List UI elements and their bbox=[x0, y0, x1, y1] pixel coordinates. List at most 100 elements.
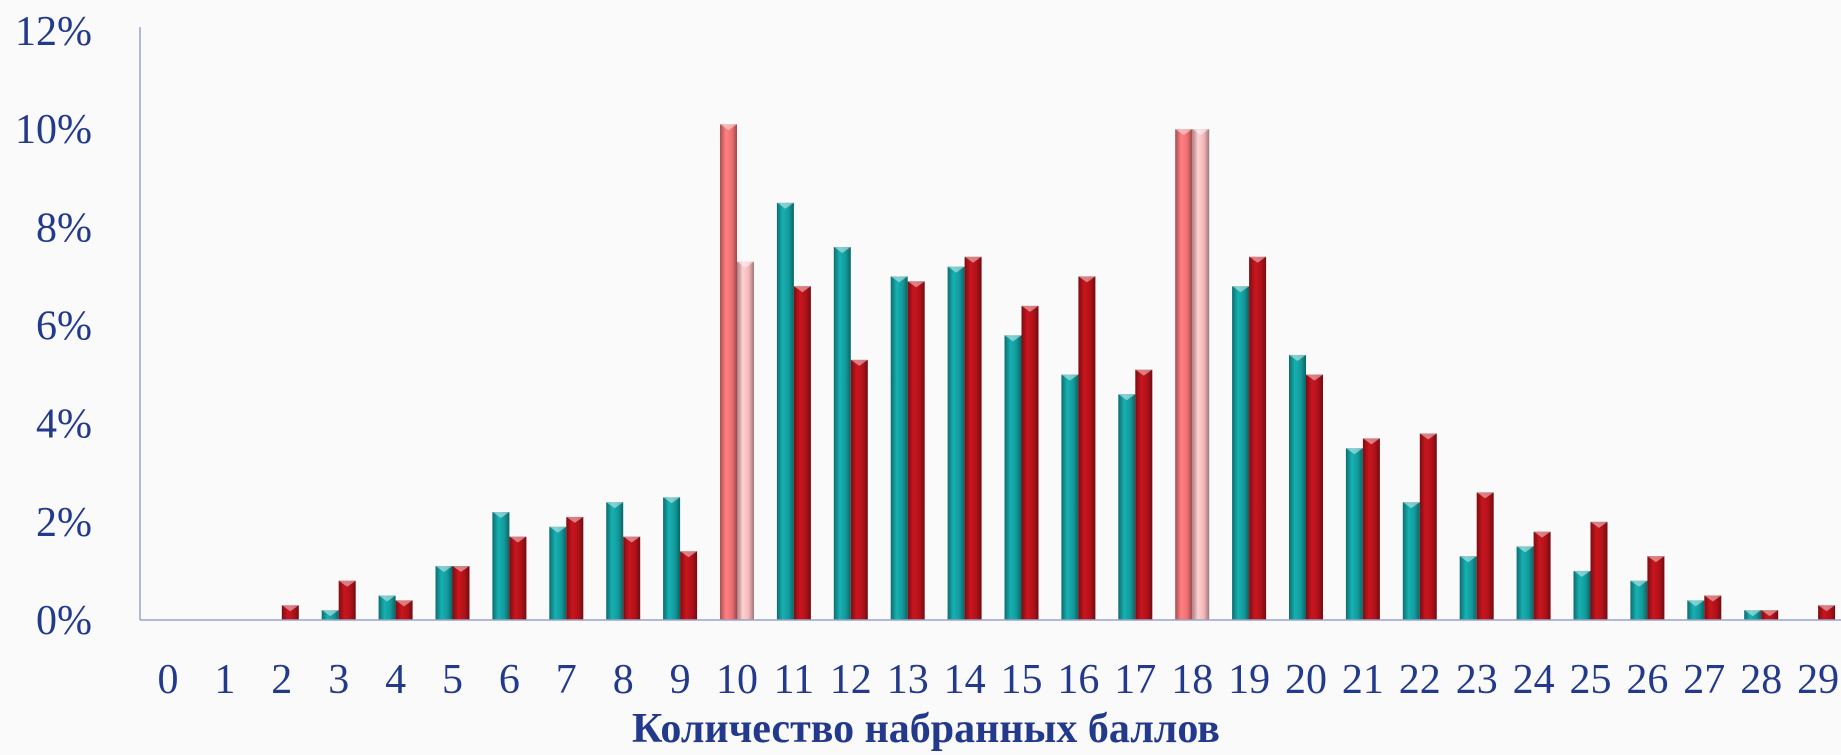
x-tick-label: 5 bbox=[442, 657, 463, 703]
bar-cap-series-1-14 bbox=[947, 266, 965, 273]
bar-series-2-3 bbox=[338, 580, 356, 620]
bar-cap-series-2-6 bbox=[509, 536, 527, 543]
bar-series-1-8 bbox=[606, 502, 624, 620]
bar-series-2-5 bbox=[452, 566, 470, 620]
bar-series-1-4 bbox=[378, 595, 396, 620]
x-tick-label: 6 bbox=[499, 657, 520, 703]
bar-series-2-15 bbox=[1021, 305, 1039, 620]
bar-cap-series-1-16 bbox=[1061, 374, 1079, 381]
y-tick-label: 4% bbox=[36, 402, 92, 448]
bar-series-2-14 bbox=[964, 256, 982, 620]
bar-series-1-10 bbox=[720, 124, 737, 620]
x-tick-label: 21 bbox=[1342, 657, 1384, 703]
bar-cap-series-2-3 bbox=[338, 580, 356, 587]
bar-cap-series-1-3 bbox=[321, 610, 339, 617]
y-tick-label: 6% bbox=[36, 304, 92, 350]
bar-cap-series-2-14 bbox=[964, 256, 982, 263]
bar-cap-series-1-17 bbox=[1118, 394, 1136, 401]
bar-cap-series-2-10 bbox=[737, 261, 754, 268]
x-tick-label: 15 bbox=[1001, 657, 1043, 703]
x-tick-label: 20 bbox=[1285, 657, 1327, 703]
x-tick-label: 23 bbox=[1456, 657, 1498, 703]
bar-series-2-18 bbox=[1192, 129, 1210, 620]
bar-series-2-19 bbox=[1249, 256, 1267, 620]
bar-cap-series-2-22 bbox=[1419, 433, 1437, 440]
bar-series-1-15 bbox=[1004, 335, 1022, 620]
bar-cap-series-2-5 bbox=[452, 566, 470, 573]
x-tick-label: 4 bbox=[385, 657, 406, 703]
bar-series-2-25 bbox=[1590, 521, 1608, 620]
bar-series-1-11 bbox=[776, 202, 794, 620]
x-tick-label: 14 bbox=[944, 657, 986, 703]
bar-cap-series-1-25 bbox=[1573, 570, 1591, 577]
bar-series-2-8 bbox=[623, 536, 641, 620]
x-tick-label: 27 bbox=[1683, 657, 1725, 703]
y-tick-label: 0% bbox=[36, 598, 92, 644]
bar-series-1-21 bbox=[1345, 448, 1363, 620]
bar-series-2-10 bbox=[737, 261, 754, 620]
bar-series-1-16 bbox=[1061, 374, 1079, 620]
bar-series-2-20 bbox=[1306, 374, 1323, 620]
bar-cap-series-2-18 bbox=[1192, 129, 1210, 136]
bar-series-2-21 bbox=[1362, 438, 1380, 620]
bar-series-1-26 bbox=[1630, 580, 1648, 620]
bar-cap-series-1-22 bbox=[1402, 502, 1420, 509]
bar-series-1-20 bbox=[1289, 354, 1306, 620]
bar-series-1-24 bbox=[1516, 546, 1534, 620]
bar-series-2-29 bbox=[1818, 605, 1836, 620]
y-tick-label: 2% bbox=[36, 500, 92, 546]
bar-series-1-12 bbox=[833, 246, 851, 620]
x-tick-label: 3 bbox=[328, 657, 349, 703]
bar-series-1-5 bbox=[435, 566, 453, 620]
bar-cap-series-2-15 bbox=[1021, 305, 1039, 312]
bar-series-2-6 bbox=[509, 536, 527, 620]
bar-cap-series-2-27 bbox=[1704, 595, 1722, 602]
axes-layer bbox=[139, 27, 1841, 621]
y-tick-label: 10% bbox=[15, 107, 92, 153]
bar-cap-series-2-24 bbox=[1533, 531, 1551, 538]
bar-cap-series-1-4 bbox=[378, 595, 396, 602]
bar-series-1-7 bbox=[549, 526, 567, 620]
bar-cap-series-1-10 bbox=[720, 124, 737, 131]
bars-layer bbox=[281, 124, 1836, 620]
x-tick-label: 13 bbox=[887, 657, 929, 703]
bar-cap-series-2-29 bbox=[1818, 605, 1836, 612]
bar-cap-series-1-23 bbox=[1459, 556, 1477, 563]
x-tick-label: 24 bbox=[1513, 657, 1555, 703]
y-tick-label: 8% bbox=[36, 205, 92, 251]
bar-series-1-6 bbox=[492, 512, 510, 620]
bar-series-1-19 bbox=[1232, 286, 1250, 620]
bar-cap-series-2-25 bbox=[1590, 521, 1608, 528]
bar-cap-series-1-7 bbox=[549, 526, 567, 533]
bar-cap-series-2-23 bbox=[1476, 492, 1494, 499]
bar-cap-series-2-19 bbox=[1249, 256, 1267, 263]
bar-series-2-13 bbox=[907, 281, 925, 620]
x-tick-label: 22 bbox=[1399, 657, 1441, 703]
bar-series-1-22 bbox=[1402, 502, 1420, 620]
bar-cap-series-2-13 bbox=[907, 281, 925, 288]
x-tick-label: 11 bbox=[774, 657, 814, 703]
bar-series-2-27 bbox=[1704, 595, 1722, 620]
bar-series-1-3 bbox=[321, 610, 339, 620]
bar-cap-series-1-12 bbox=[833, 246, 851, 253]
bar-series-1-25 bbox=[1573, 570, 1591, 620]
x-tick-label: 10 bbox=[716, 657, 758, 703]
bar-cap-series-2-9 bbox=[680, 551, 698, 558]
bar-series-2-17 bbox=[1135, 369, 1153, 620]
bar-series-1-9 bbox=[663, 497, 681, 620]
bar-series-2-16 bbox=[1078, 276, 1096, 620]
bar-cap-series-2-26 bbox=[1647, 556, 1665, 563]
x-tick-label: 0 bbox=[158, 657, 179, 703]
bar-series-2-26 bbox=[1647, 556, 1665, 620]
labels-layer: 0%2%4%6%8%10%12%0 1 2 3 4 5 6 7 8 9 10 11 12 13 14 15 16… bbox=[15, 9, 1839, 703]
x-tick-label: 2 bbox=[271, 657, 292, 703]
x-tick-label: 1 bbox=[214, 657, 235, 703]
bar-cap-series-2-28 bbox=[1761, 610, 1779, 617]
bar-cap-series-1-9 bbox=[663, 497, 681, 504]
bar-series-1-13 bbox=[890, 276, 908, 620]
bar-cap-series-1-24 bbox=[1516, 546, 1534, 553]
x-tick-label: 28 bbox=[1740, 657, 1782, 703]
x-tick-label: 19 bbox=[1228, 657, 1270, 703]
bar-series-2-2 bbox=[281, 605, 299, 620]
